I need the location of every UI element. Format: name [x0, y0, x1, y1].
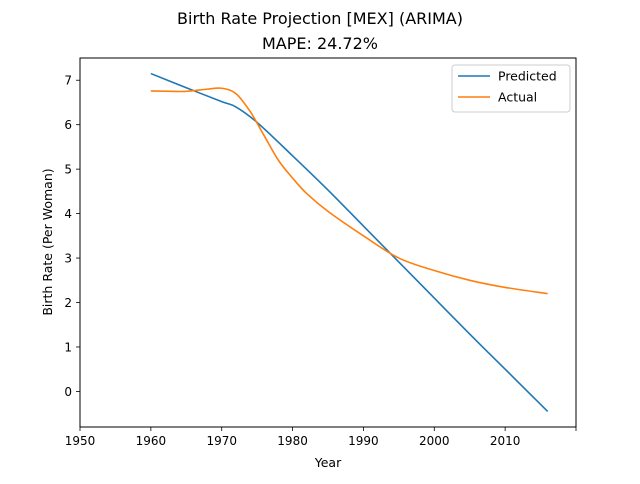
y-tick-label: 5 — [64, 163, 72, 177]
plot-area — [150, 72, 549, 413]
y-tick-label: 3 — [64, 252, 72, 266]
legend-label-predicted: Predicted — [498, 69, 557, 84]
y-axis-label: Birth Rate (Per Woman) — [40, 168, 55, 315]
y-tick-label: 1 — [64, 340, 72, 354]
axis-ticks: 1950 1960 1970 1980 1990 2000 2010 0 1 2 3 4 5 6 7 — [64, 74, 577, 448]
x-tick-label: 1980 — [277, 434, 308, 448]
y-tick-label: 7 — [64, 74, 72, 88]
x-tick-label: 2000 — [419, 434, 450, 448]
chart-title: Birth Rate Projection [MEX] (ARIMA) — [177, 9, 463, 28]
x-tick-label: 1970 — [206, 434, 237, 448]
chart-subtitle: MAPE: 24.72% — [262, 34, 378, 53]
series-line-actual — [150, 87, 548, 295]
y-tick-label: 6 — [64, 118, 72, 132]
series-line-predicted — [150, 72, 549, 413]
x-tick-label: 1990 — [348, 434, 379, 448]
y-tick-label: 2 — [64, 296, 72, 310]
legend: Predicted Actual — [451, 64, 571, 113]
x-tick-label: 1950 — [65, 434, 96, 448]
x-tick-label: 1960 — [136, 434, 167, 448]
plot-frame — [79, 57, 577, 428]
y-tick-label: 4 — [64, 207, 72, 221]
legend-label-actual: Actual — [498, 90, 537, 105]
x-axis-label: Year — [314, 455, 342, 470]
x-tick-label: 2010 — [490, 434, 521, 448]
y-tick-label: 0 — [64, 385, 72, 399]
